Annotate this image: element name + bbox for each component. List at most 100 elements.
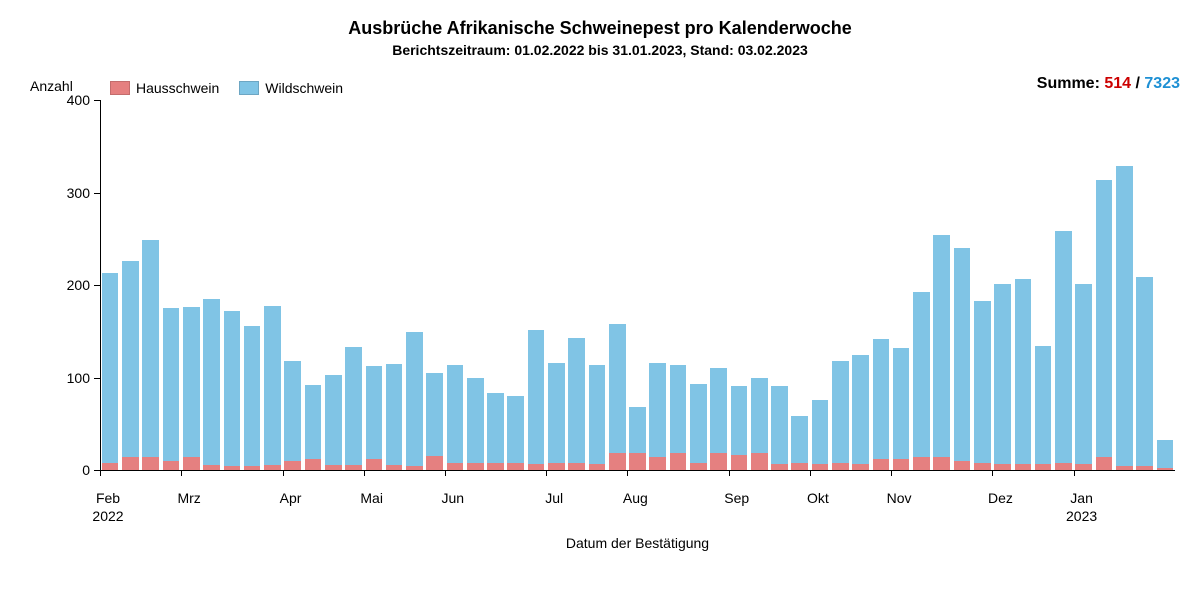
bar-wildschwein (710, 368, 727, 453)
bar-hausschwein (163, 461, 180, 470)
bar-wildschwein (1096, 180, 1113, 458)
bar-hausschwein (731, 455, 748, 470)
bar-wildschwein (1035, 346, 1052, 464)
summary-totals: Summe: 514 / 7323 (1037, 75, 1180, 93)
bar-hausschwein (142, 457, 159, 470)
bar-hausschwein (487, 463, 504, 470)
bar-hausschwein (1096, 457, 1113, 470)
bar-wildschwein (305, 385, 322, 459)
x-tick-label: Jun (442, 490, 465, 506)
x-axis-title: Datum der Bestätigung (566, 535, 709, 551)
bar-wildschwein (568, 338, 585, 463)
bar-wildschwein (771, 386, 788, 465)
bar-wildschwein (163, 308, 180, 461)
bar-hausschwein (284, 461, 301, 470)
bar-wildschwein (791, 416, 808, 462)
bar-wildschwein (731, 386, 748, 455)
legend-swatch-wildschwein (239, 81, 259, 95)
bar-hausschwein (649, 457, 666, 470)
plot-area (100, 100, 1175, 470)
bar-hausschwein (507, 463, 524, 470)
bar-wildschwein (913, 292, 930, 457)
bar-wildschwein (1157, 440, 1174, 468)
y-tick-label: 0 (50, 462, 90, 478)
chart-container: Ausbrüche Afrikanische Schweinepest pro … (0, 0, 1200, 600)
bar-hausschwein (568, 463, 585, 470)
bar-wildschwein (852, 355, 869, 464)
bar-wildschwein (203, 299, 220, 466)
legend-label-wildschwein: Wildschwein (265, 80, 343, 96)
bar-wildschwein (548, 363, 565, 463)
x-tick-label: Sep (724, 490, 749, 506)
bar-wildschwein (994, 284, 1011, 464)
bar-hausschwein (305, 459, 322, 470)
legend: Hausschwein Wildschwein (110, 80, 357, 96)
bar-hausschwein (447, 463, 464, 470)
legend-label-hausschwein: Hausschwein (136, 80, 219, 96)
bar-wildschwein (284, 361, 301, 461)
bar-wildschwein (954, 248, 971, 461)
bar-wildschwein (142, 240, 159, 457)
bar-wildschwein (183, 307, 200, 457)
bar-hausschwein (913, 457, 930, 470)
bar-hausschwein (426, 456, 443, 470)
x-tick-label: Aug (623, 490, 648, 506)
bar-wildschwein (406, 332, 423, 466)
x-tick-label: Dez (988, 490, 1013, 506)
bar-wildschwein (528, 330, 545, 464)
bar-wildschwein (224, 311, 241, 466)
bar-hausschwein (832, 463, 849, 470)
bar-hausschwein (183, 457, 200, 470)
y-tick-label: 200 (50, 277, 90, 293)
bar-wildschwein (426, 373, 443, 456)
bar-wildschwein (751, 378, 768, 454)
bar-wildschwein (102, 273, 119, 463)
bar-hausschwein (690, 463, 707, 470)
bar-hausschwein (102, 463, 119, 470)
x-tick-label: Apr (280, 490, 302, 506)
bar-hausschwein (670, 453, 687, 470)
bar-wildschwein (812, 400, 829, 465)
x-tick-label: Mai (360, 490, 383, 506)
bar-hausschwein (467, 463, 484, 470)
x-tick-label: Jan (1070, 490, 1093, 506)
x-tick-label: Nov (887, 490, 912, 506)
bar-hausschwein (954, 461, 971, 470)
bar-hausschwein (629, 453, 646, 470)
x-tick-label: Mrz (177, 490, 200, 506)
bar-hausschwein (710, 453, 727, 470)
summary-label: Summe: (1037, 75, 1105, 92)
bar-hausschwein (1055, 463, 1072, 470)
bar-wildschwein (670, 365, 687, 453)
chart-subtitle: Berichtszeitraum: 01.02.2022 bis 31.01.2… (0, 42, 1200, 58)
x-tick-label: Okt (807, 490, 829, 506)
bar-wildschwein (366, 366, 383, 459)
bar-wildschwein (264, 306, 281, 465)
bar-hausschwein (791, 463, 808, 470)
bar-wildschwein (933, 235, 950, 457)
bar-hausschwein (893, 459, 910, 470)
bar-wildschwein (589, 365, 606, 465)
bar-wildschwein (974, 301, 991, 463)
bar-hausschwein (548, 463, 565, 470)
summary-wildschwein: 7323 (1144, 75, 1180, 92)
bar-wildschwein (873, 339, 890, 459)
bar-wildschwein (832, 361, 849, 463)
bar-wildschwein (609, 324, 626, 454)
bar-wildschwein (649, 363, 666, 457)
y-tick-label: 400 (50, 92, 90, 108)
x-tick-label: Jul (545, 490, 563, 506)
bar-wildschwein (325, 375, 342, 466)
bar-hausschwein (366, 459, 383, 470)
bar-wildschwein (1015, 279, 1032, 464)
bar-wildschwein (893, 348, 910, 459)
bar-hausschwein (974, 463, 991, 470)
bar-wildschwein (629, 407, 646, 453)
bar-hausschwein (933, 457, 950, 470)
bar-wildschwein (386, 364, 403, 466)
bar-hausschwein (873, 459, 890, 470)
y-tick-label: 300 (50, 185, 90, 201)
legend-swatch-hausschwein (110, 81, 130, 95)
bar-hausschwein (122, 457, 139, 470)
bar-wildschwein (507, 396, 524, 463)
